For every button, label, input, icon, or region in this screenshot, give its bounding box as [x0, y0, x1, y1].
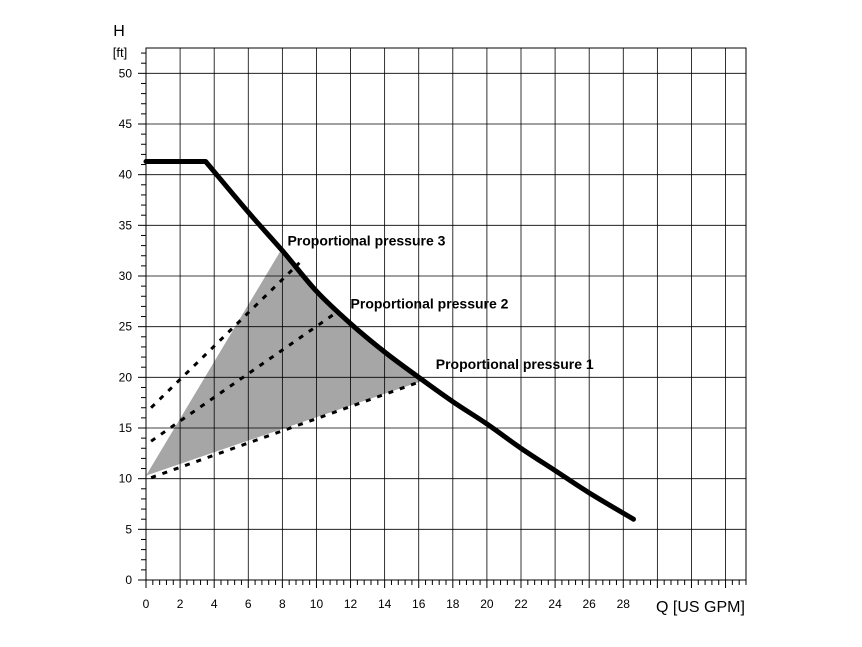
series-layer [150, 261, 425, 480]
max-performance-curve [143, 158, 636, 522]
label-layer: 0 2 4 6 8 10 12 14 16 18 20 22 24 26 28051015202530354… [119, 66, 631, 611]
x-tick-label: 8 [279, 597, 286, 611]
x-tick-label: 22 [514, 597, 528, 611]
y-tick-label: 40 [119, 168, 133, 182]
x-tick-label: 2 [177, 597, 184, 611]
y-tick-label: 5 [125, 522, 132, 536]
x-tick-label: 10 [310, 597, 324, 611]
x-tick-label: 20 [480, 597, 494, 611]
proportional-pressure-line-2 [150, 313, 335, 443]
x-tick-label: 24 [548, 597, 562, 611]
x-tick-label: 6 [245, 597, 252, 611]
proportional-pressure-line-3 [150, 261, 301, 409]
proportional-pressure-line-1 [150, 378, 425, 480]
x-tick-label: 16 [412, 597, 426, 611]
x-tick-label: 26 [583, 597, 597, 611]
annotation-proportional-pressure-1: Proportional pressure 1 [436, 356, 594, 372]
shaded-operating-region [146, 250, 424, 476]
minor-tick-layer [138, 52, 747, 588]
y-tick-label: 0 [125, 573, 132, 587]
x-tick-label: 4 [211, 597, 218, 611]
y-tick-label: 15 [119, 421, 133, 435]
y-tick-label: 50 [119, 66, 133, 80]
max-curve-layer [143, 158, 636, 522]
x-axis-label: Q [US GPM] [656, 599, 745, 616]
plot-frame [145, 47, 747, 581]
x-tick-label: 28 [617, 597, 631, 611]
y-tick-label: 25 [119, 320, 133, 334]
x-tick-label: 18 [446, 597, 460, 611]
shaded-operating-region-layer [146, 250, 424, 476]
y-tick-label: 20 [119, 370, 133, 384]
annotation-proportional-pressure-2: Proportional pressure 2 [351, 295, 509, 311]
annotation-proportional-pressure-3: Proportional pressure 3 [287, 233, 445, 249]
y-tick-label: 30 [119, 269, 133, 283]
x-tick-label: 12 [344, 597, 358, 611]
x-tick-label: 14 [378, 597, 392, 611]
y-axis-unit-label: [ft] [113, 45, 127, 60]
grid-layer [145, 47, 747, 581]
y-axis-label: H [113, 23, 125, 40]
x-tick-label: 0 [143, 597, 150, 611]
y-tick-label: 45 [119, 117, 133, 131]
y-tick-label: 35 [119, 218, 133, 232]
y-tick-label: 10 [119, 472, 133, 486]
